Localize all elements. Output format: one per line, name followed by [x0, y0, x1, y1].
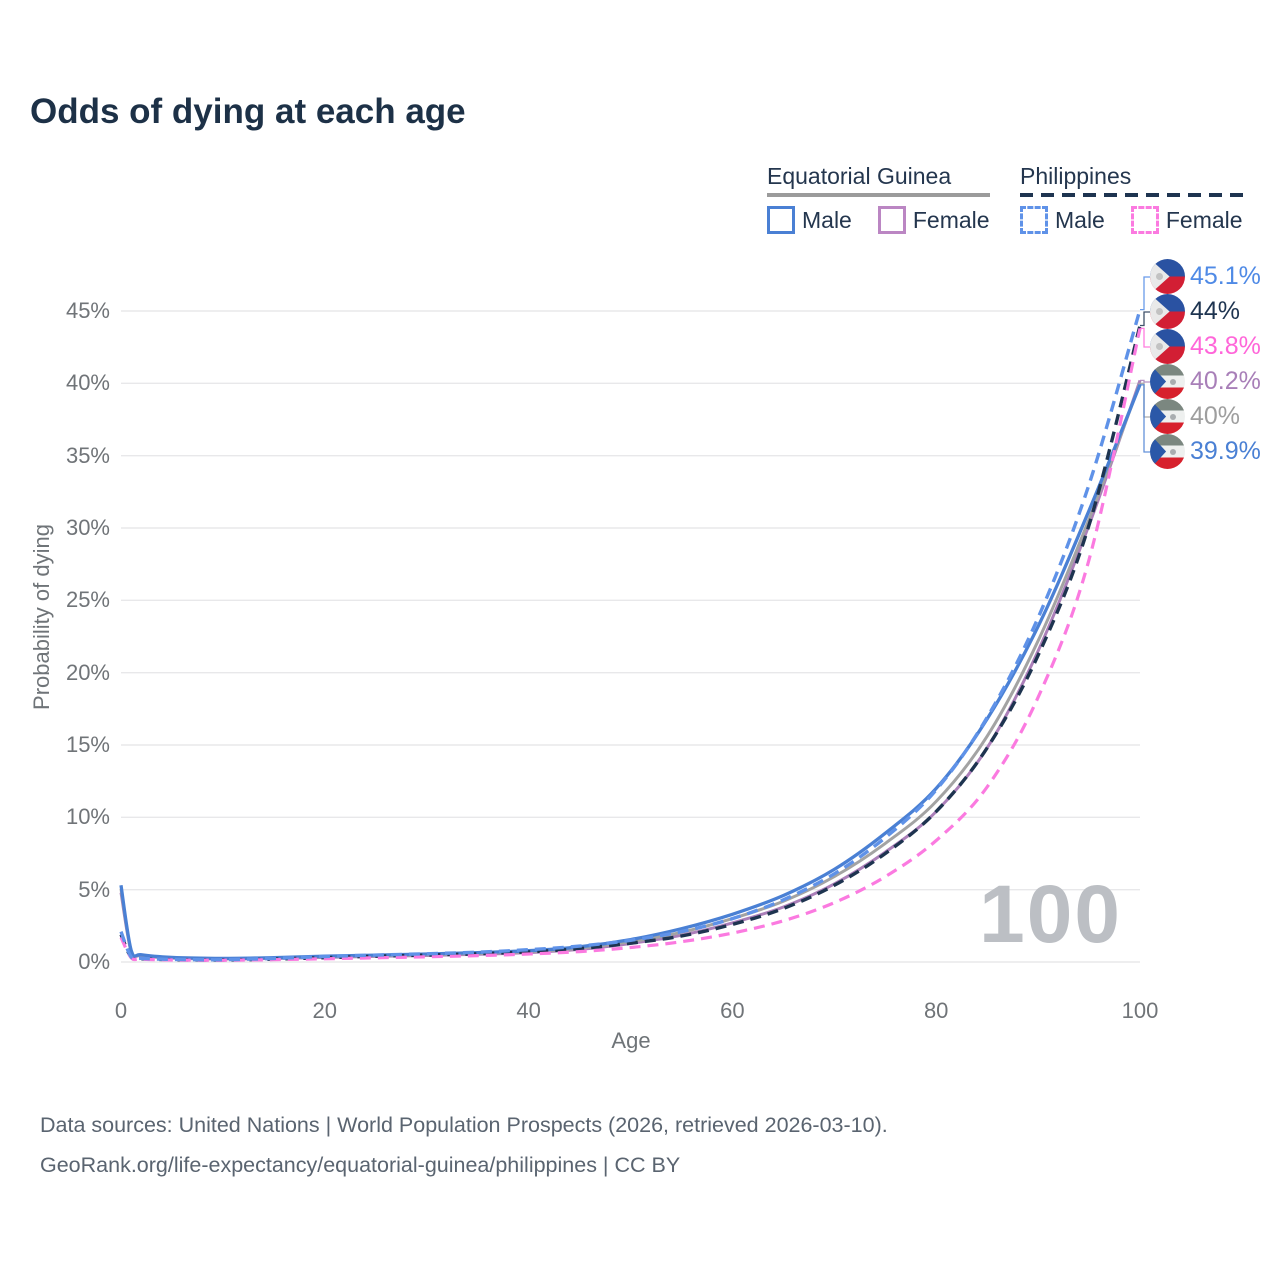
y-tick-label: 10% [65, 804, 110, 830]
footer-source-line: Data sources: United Nations | World Pop… [40, 1113, 888, 1137]
end-label-value: 40.2% [1190, 367, 1261, 395]
curve-philippines-male[interactable] [119, 309, 1142, 962]
equatorial-guinea-flag-icon [1150, 399, 1185, 434]
equatorial-guinea-both-line-swatch [767, 193, 990, 197]
footer: Data sources: United Nations | World Pop… [40, 1106, 888, 1186]
end-label-connector [1140, 379, 1151, 383]
curve-philippines-female[interactable] [119, 328, 1142, 962]
end-label-row: 45.1% [1150, 259, 1261, 294]
end-label-connector [1140, 327, 1151, 348]
y-tick-label: 25% [65, 587, 110, 613]
equatorial-guinea-flag-icon [1150, 434, 1185, 469]
y-tick-label: 45% [65, 298, 110, 323]
end-label-value: 40% [1190, 402, 1241, 430]
end-label-connector [1140, 276, 1151, 311]
legend-item-label: Male [1055, 206, 1105, 233]
x-tick-label: 20 [312, 998, 338, 1023]
end-label-connector [1140, 384, 1151, 453]
x-tick-label: 60 [720, 998, 745, 1023]
flag-sun [1156, 273, 1163, 280]
legend-item-ph-male[interactable]: Male [1020, 206, 1105, 234]
flag-emblem [1170, 413, 1176, 420]
y-tick-label: 20% [65, 659, 110, 685]
x-tick-label: 0 [114, 998, 128, 1023]
legend-item-label: Female [1165, 206, 1243, 233]
y-tick-label: 5% [78, 876, 110, 902]
end-label-value: 39.9% [1190, 437, 1261, 465]
philippines-flag-icon [1150, 329, 1185, 364]
x-tick-label: 80 [923, 998, 949, 1023]
legend-item-label: Male [802, 206, 852, 233]
x-tick-label: 100 [1121, 998, 1159, 1023]
philippines-flag-icon [1150, 294, 1185, 329]
legend-item-eg-male[interactable]: Male [767, 206, 852, 234]
legend-item-eg-female[interactable]: Female [877, 206, 990, 234]
end-label-row: 40.2% [1150, 364, 1261, 399]
end-label-value: 44% [1190, 297, 1241, 325]
flag-triangle [1150, 364, 1167, 399]
y-tick-label: 40% [65, 370, 110, 396]
flag-emblem [1170, 448, 1176, 455]
equatorial-guinea-flag-icon [1150, 364, 1185, 399]
legend-item-label: Female [912, 206, 990, 233]
legend-item-ph-female[interactable]: Female [1130, 206, 1243, 234]
ph-male-swatch [1020, 206, 1048, 234]
y-tick-label: 35% [65, 442, 110, 468]
age-watermark: 100 [979, 869, 1122, 960]
y-tick-label: 15% [65, 732, 110, 757]
flag-triangle [1150, 434, 1167, 469]
flag-sun [1156, 343, 1163, 350]
y-axis-title: Probability of dying [29, 524, 54, 710]
flag-emblem [1170, 378, 1176, 385]
end-label-row: 40% [1150, 399, 1240, 434]
end-label-value: 45.1% [1190, 262, 1261, 290]
eg-male-swatch [767, 206, 795, 234]
legend-group-philippines: Philippines Male Female [1020, 163, 1243, 234]
legend-group-equatorial-guinea: Equatorial Guinea Male Female [767, 163, 990, 234]
flag-sun [1156, 308, 1163, 315]
x-axis-title: Age [611, 1028, 651, 1053]
philippines-both-line-swatch [1020, 193, 1243, 197]
x-tick-label: 40 [516, 998, 541, 1023]
end-label-connector [1140, 311, 1151, 327]
page-title: Odds of dying at each age [30, 92, 466, 131]
end-label-row: 44% [1150, 294, 1240, 329]
curve-philippines-both[interactable] [119, 325, 1142, 962]
y-tick-label: 0% [78, 949, 110, 974]
philippines-flag-icon [1150, 259, 1185, 294]
footer-url-line: GeoRank.org/life-expectancy/equatorial-g… [40, 1152, 681, 1177]
end-label-value: 43.8% [1190, 332, 1261, 360]
ph-female-swatch [1130, 206, 1159, 234]
flag-triangle [1150, 399, 1167, 434]
y-tick-label: 30% [65, 515, 110, 540]
legend-group-title: Equatorial Guinea [767, 163, 952, 189]
end-label-row: 39.9% [1150, 434, 1261, 469]
eg-female-swatch [877, 206, 906, 234]
legend-group-title: Philippines [1020, 163, 1132, 189]
end-label-row: 43.8% [1150, 329, 1261, 364]
